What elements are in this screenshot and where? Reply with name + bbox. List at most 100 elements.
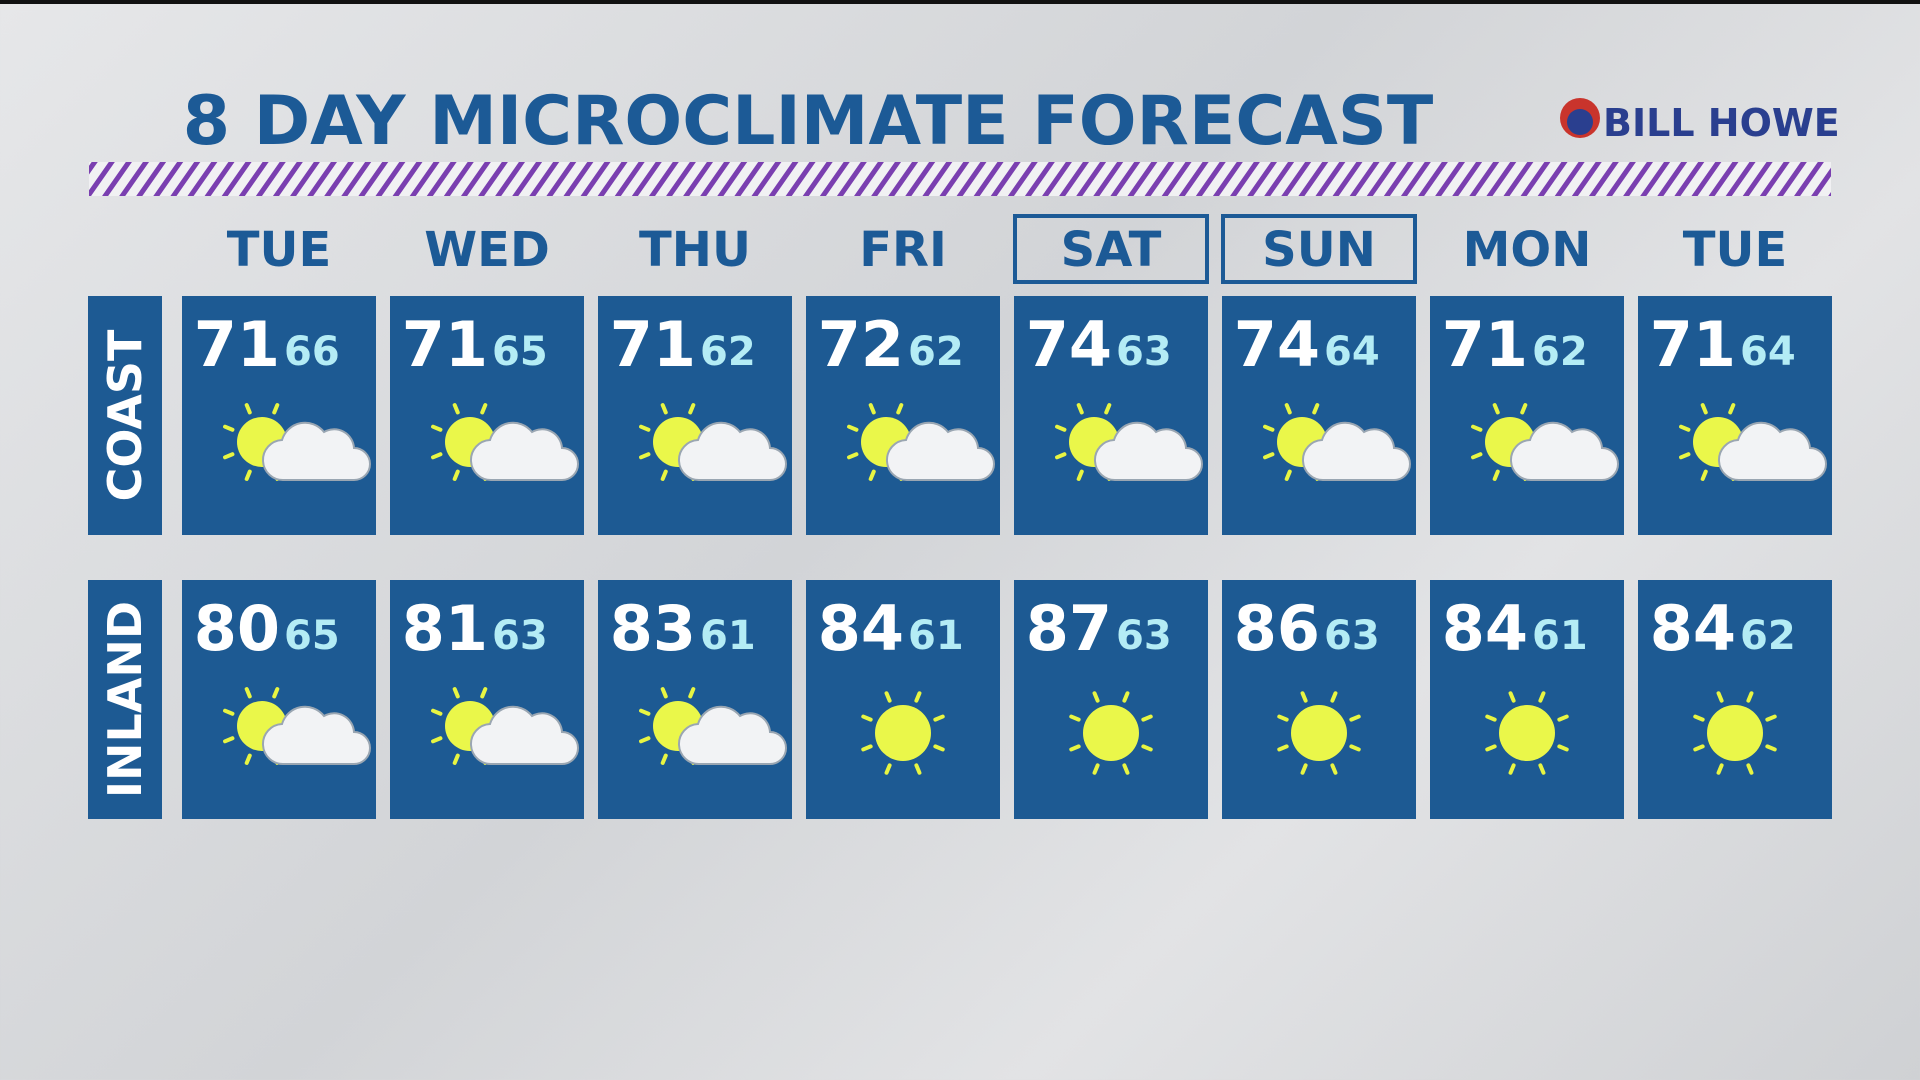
sun xyxy=(1707,705,1763,761)
cloud xyxy=(1717,421,1827,482)
high-temp: 84 xyxy=(1442,592,1528,665)
forecast-cell: 71 62 xyxy=(598,296,792,535)
sun-ray xyxy=(1300,763,1308,775)
sun-ray xyxy=(244,753,252,765)
weather-icon xyxy=(1069,691,1153,775)
sun-ray xyxy=(1520,403,1528,415)
high-temp: 71 xyxy=(610,308,696,381)
cell-bg xyxy=(1430,580,1624,819)
sun-ray xyxy=(244,469,252,481)
sun-ray xyxy=(452,403,460,415)
sun-ray xyxy=(223,736,235,744)
day-label: WED xyxy=(424,222,550,278)
weather-icon xyxy=(639,687,787,766)
weather-icon xyxy=(1693,691,1777,775)
weather-icon xyxy=(847,403,995,482)
sun-ray xyxy=(884,691,892,703)
cloud xyxy=(1093,421,1203,482)
sponsor: BILL HOWE xyxy=(1603,101,1840,145)
sun xyxy=(1499,705,1555,761)
sun-ray xyxy=(1538,691,1546,703)
forecast-cell: 81 63 xyxy=(390,580,584,819)
cell-bg xyxy=(1014,296,1208,535)
sun-ray xyxy=(1716,763,1724,775)
forecast-cell: 84 61 xyxy=(1430,580,1624,819)
cell-bg xyxy=(1222,296,1416,535)
high-temp: 84 xyxy=(1650,592,1736,665)
high-temp: 71 xyxy=(1650,308,1736,381)
sun-ray xyxy=(914,691,922,703)
weather-icon xyxy=(639,403,787,482)
cloud xyxy=(261,705,371,766)
sun-ray xyxy=(1312,403,1320,415)
cloud xyxy=(1301,421,1411,482)
sun-ray xyxy=(1330,763,1338,775)
sun-ray xyxy=(272,403,280,415)
weather-icon xyxy=(1277,691,1361,775)
sun-ray xyxy=(660,753,668,765)
sun-ray xyxy=(1765,714,1777,722)
weather-icon xyxy=(431,687,579,766)
weather-icon xyxy=(1485,691,1569,775)
sun-ray xyxy=(861,744,873,752)
sun-ray xyxy=(223,424,235,432)
sun-ray xyxy=(1284,403,1292,415)
sun xyxy=(1083,705,1139,761)
sun-ray xyxy=(480,403,488,415)
forecast-cell: 84 61 xyxy=(806,580,1000,819)
high-temp: 74 xyxy=(1234,308,1320,381)
forecast-cell: 87 63 xyxy=(1014,580,1208,819)
sun-ray xyxy=(272,687,280,699)
sun-ray xyxy=(1263,424,1275,432)
forecast-cell: 71 64 xyxy=(1638,296,1832,535)
sun-ray xyxy=(1557,714,1569,722)
sun-ray xyxy=(1141,744,1153,752)
forecast-cell: 80 65 xyxy=(182,580,376,819)
sun-ray xyxy=(431,708,443,716)
high-temp: 71 xyxy=(194,308,280,381)
cell-bg xyxy=(1222,580,1416,819)
sun-ray xyxy=(1284,469,1292,481)
sun-ray xyxy=(452,469,460,481)
high-temp: 72 xyxy=(818,308,904,381)
low-temp: 63 xyxy=(1324,613,1380,659)
weather-icon xyxy=(223,687,371,766)
sun-ray xyxy=(1471,424,1483,432)
cell-bg xyxy=(806,580,1000,819)
sun-ray xyxy=(896,403,904,415)
sun-ray xyxy=(688,403,696,415)
sun-ray xyxy=(1557,744,1569,752)
sun xyxy=(875,705,931,761)
sun-ray xyxy=(244,403,252,415)
high-temp: 84 xyxy=(818,592,904,665)
title: 8 DAY MICROCLIMATE FORECAST xyxy=(183,82,1434,161)
forecast-cell: 71 66 xyxy=(182,296,376,535)
cell-bg xyxy=(390,580,584,819)
cloud xyxy=(1509,421,1619,482)
cloud xyxy=(261,421,371,482)
low-temp: 64 xyxy=(1324,329,1380,375)
sun-ray xyxy=(431,424,443,432)
low-temp: 65 xyxy=(284,613,340,659)
high-temp: 80 xyxy=(194,592,280,665)
high-temp: 81 xyxy=(402,592,488,665)
sun-ray xyxy=(847,424,859,432)
sun-ray xyxy=(1263,452,1275,460)
high-temp: 83 xyxy=(610,592,696,665)
sun-ray xyxy=(1349,714,1361,722)
forecast-cell: 74 64 xyxy=(1222,296,1416,535)
day-label: THU xyxy=(639,222,751,278)
sun-ray xyxy=(1485,714,1497,722)
weather-icon xyxy=(861,691,945,775)
cell-bg xyxy=(1014,580,1208,819)
sun-ray xyxy=(1679,424,1691,432)
cell-bg xyxy=(390,296,584,535)
sun-ray xyxy=(847,452,859,460)
sun-ray xyxy=(1055,452,1067,460)
sun-ray xyxy=(1471,452,1483,460)
sun-ray xyxy=(868,469,876,481)
sun-ray xyxy=(1716,691,1724,703)
high-temp: 71 xyxy=(1442,308,1528,381)
